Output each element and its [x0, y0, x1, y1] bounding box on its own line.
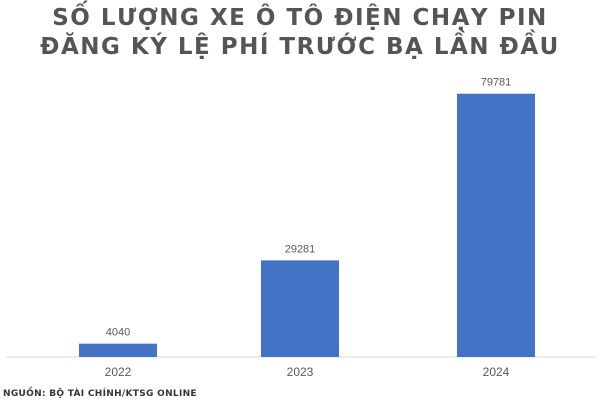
- data-label-2022: 4040: [106, 327, 130, 339]
- bar-2023: [261, 260, 339, 357]
- data-label-2023: 29281: [285, 243, 316, 255]
- bar-2022: [79, 343, 157, 357]
- bar-2024: [457, 93, 535, 357]
- chart-title: SỐ LƯỢNG XE Ô TÔ ĐIỆN CHẠY PIN ĐĂNG KÝ L…: [0, 4, 600, 62]
- source-note: NGUỒN: BỘ TÀI CHÍNH/KTSG ONLINE: [3, 389, 197, 399]
- x-tick-label-2023: 2023: [287, 365, 314, 379]
- data-label-2024: 79781: [481, 77, 512, 89]
- x-tick-label-2024: 2024: [483, 365, 510, 379]
- chart-title-line-2: ĐĂNG KÝ LỆ PHÍ TRƯỚC BẠ LẦN ĐẦU: [40, 34, 560, 60]
- x-tick-label-2022: 2022: [105, 365, 132, 379]
- chart-title-line-1: SỐ LƯỢNG XE Ô TÔ ĐIỆN CHẠY PIN: [52, 5, 548, 31]
